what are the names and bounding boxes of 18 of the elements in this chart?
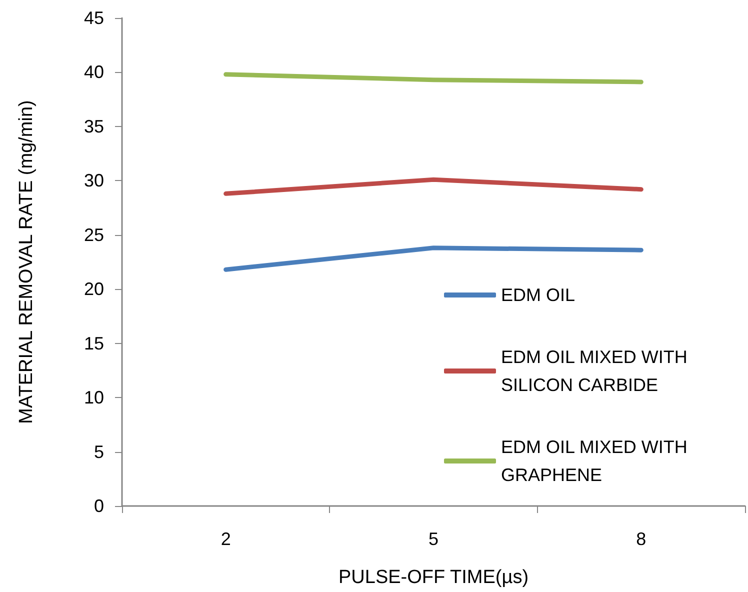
y-tick-label: 40 (84, 62, 104, 82)
y-tick-label: 0 (94, 496, 104, 516)
y-tick-label: 10 (84, 388, 104, 408)
legend-label: EDM OIL MIXED WITH GRAPHENE (501, 437, 692, 485)
y-tick-label: 35 (84, 116, 104, 136)
y-tick-label: 45 (84, 8, 104, 28)
legend-label: EDM OIL MIXED WITH SILICON CARBIDE (501, 347, 692, 395)
y-tick-label: 15 (84, 333, 104, 354)
y-tick-label: 30 (84, 170, 104, 191)
x-tick-label: 2 (220, 529, 231, 549)
y-axis-title: MATERIAL REMOVAL RATE (mg/min) (16, 100, 37, 424)
x-tick-label: 5 (428, 529, 439, 549)
x-tick-label: 8 (636, 529, 646, 549)
x-axis-title: PULSE-OFF TIME(µs) (338, 567, 529, 588)
y-tick-label: 20 (84, 279, 104, 300)
legend-label: EDM OIL (501, 285, 576, 305)
y-tick-label: 25 (84, 224, 104, 245)
y-tick-label: 5 (94, 442, 104, 462)
